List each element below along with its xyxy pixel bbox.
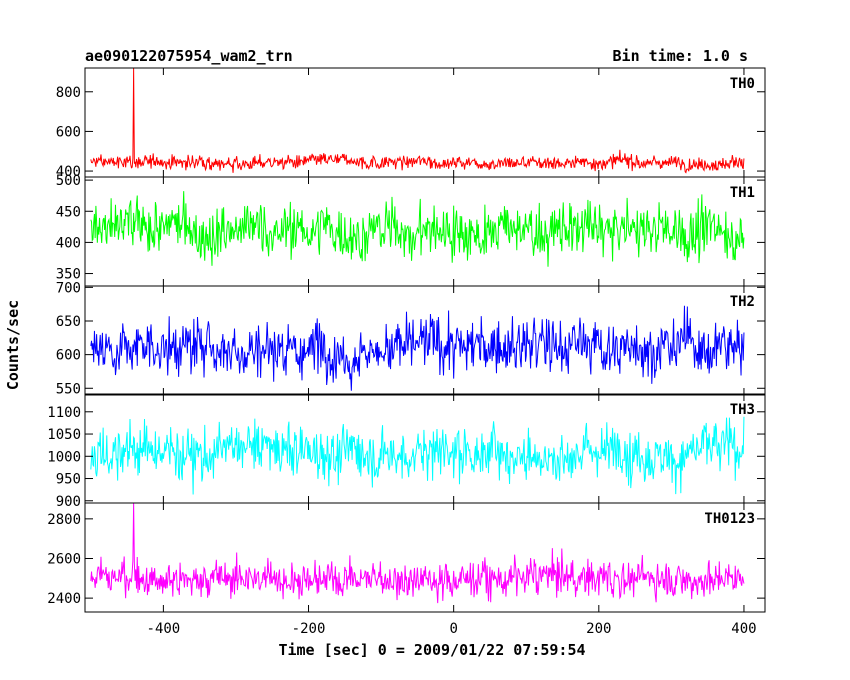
y-tick-label: 600	[56, 348, 81, 364]
panel-th0: 400 600 800 TH0	[56, 67, 766, 180]
panel-name-label: TH3	[730, 402, 755, 418]
series-line-th3	[90, 416, 745, 495]
y-tick-label: 350	[56, 267, 81, 283]
y-tick-label: 400	[56, 235, 81, 251]
y-tick-label: 600	[56, 124, 81, 140]
x-axis-title: Time [sec] 0 = 2009/01/22 07:59:54	[278, 641, 585, 659]
y-tick-label: 950	[56, 472, 81, 488]
y-tick-label: 900	[56, 494, 81, 510]
y-tick-label: 2600	[47, 551, 81, 567]
x-tick-label: -200	[292, 621, 326, 637]
y-tick-label: 500	[56, 173, 81, 189]
x-tick-label: 0	[449, 621, 457, 637]
y-tick-label: 700	[56, 280, 81, 296]
panel-th2: 550 600 650 700 TH2	[56, 280, 766, 397]
panel-th1: 350 400 450 500 TH1	[56, 173, 766, 287]
y-tick-label: 2400	[47, 591, 81, 607]
panel-name-label: TH0	[730, 76, 755, 92]
x-tick-label: 400	[731, 621, 756, 637]
y-tick-label: 800	[56, 85, 81, 101]
y-tick-label: 2800	[47, 512, 81, 528]
y-axis-title: Counts/sec	[4, 300, 22, 390]
series-line-th0	[90, 68, 745, 174]
panel-th0123: 2400 2600 2800 TH0123	[47, 502, 766, 613]
y-tick-label: 550	[56, 381, 81, 397]
x-tick-label: 200	[586, 621, 611, 637]
panel-th3: 900 950 1000 1050 1100 TH3	[47, 393, 766, 510]
series-line-th2	[90, 305, 745, 391]
y-tick-label: 1000	[47, 449, 81, 465]
y-tick-label: 650	[56, 314, 81, 330]
panel-frame	[84, 285, 766, 396]
y-tick-label: 450	[56, 204, 81, 220]
panel-name-label: TH1	[730, 185, 755, 201]
panels-group: 400 600 800 TH0 350 400 450 500 TH1 550 600 650 700 T…	[47, 67, 766, 613]
bin-time-label: Bin time: 1.0 s	[613, 47, 748, 65]
x-tick-label: -400	[147, 621, 181, 637]
series-line-th1	[90, 191, 745, 267]
y-tick-label: 1100	[47, 405, 81, 421]
panel-name-label: TH2	[730, 294, 755, 310]
y-tick-label: 400	[56, 164, 81, 180]
x-axis: -400 -200 0 200 400	[147, 621, 757, 637]
chart-title: ae090122075954_wam2_trn	[85, 47, 293, 65]
y-tick-label: 1050	[47, 427, 81, 443]
panel-name-label: TH0123	[704, 511, 755, 527]
series-line-th0123	[90, 503, 745, 604]
panel-frame	[84, 502, 766, 613]
